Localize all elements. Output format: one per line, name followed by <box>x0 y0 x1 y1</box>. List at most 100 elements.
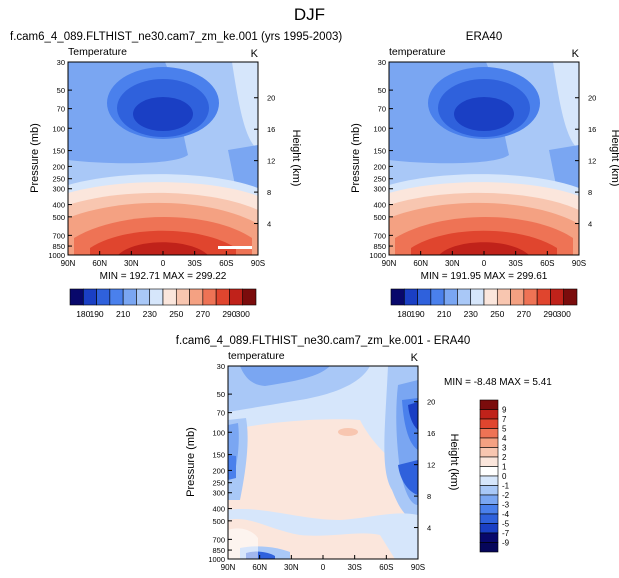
panel-diff-ylabel-right: Height (km) <box>448 434 460 491</box>
colorbar-label: 5 <box>502 425 507 434</box>
y-tick-label: 150 <box>52 147 65 156</box>
panel-diff-contours <box>228 366 418 559</box>
panel-obs-colorbar: 180 190 210 230 250 270 290 300 <box>390 288 578 319</box>
colorbar-swatch <box>82 288 97 306</box>
colorbar-swatch <box>443 288 458 306</box>
colorbar-label: 230 <box>464 309 478 319</box>
colorbar-swatch <box>479 399 499 410</box>
colorbar-swatch <box>496 288 511 306</box>
colorbar-swatch <box>479 504 499 515</box>
x-tick-label: 90S <box>572 259 586 268</box>
colorbar-label: -3 <box>502 501 510 510</box>
colorbar-swatch <box>69 288 84 306</box>
y-tick-label: 400 <box>52 201 65 210</box>
panel-model-title: f.cam6_4_089.FLTHIST_ne30.cam7_zm_ke.001… <box>10 31 342 43</box>
colorbar-label: 300 <box>236 309 250 319</box>
y-tick-label: 700 <box>373 231 386 240</box>
colorbar-label: 230 <box>143 309 157 319</box>
x-tick-label: 30S <box>348 563 362 572</box>
colorbar-label: 210 <box>116 309 130 319</box>
colorbar-swatch <box>390 288 405 306</box>
panel-model: f.cam6_4_089.FLTHIST_ne30.cam7_zm_ke.001… <box>10 31 342 319</box>
y-tick-label: 100 <box>212 428 225 437</box>
y2-tick-label: 4 <box>588 220 592 229</box>
x-tick-label: 90N <box>221 563 236 572</box>
y-tick-label: 200 <box>52 162 65 171</box>
y-tick-label: 250 <box>373 175 386 184</box>
panel-diff-stats: MIN = -8.48 MAX = 5.41 <box>444 377 552 388</box>
colorbar-label: 7 <box>502 415 507 424</box>
colorbar-swatch <box>136 288 151 306</box>
colorbar-label: 290 <box>543 309 557 319</box>
colorbar-swatch <box>523 288 538 306</box>
x-tick-label: 60N <box>92 259 107 268</box>
colorbar-swatch <box>162 288 177 306</box>
colorbar-swatch <box>109 288 124 306</box>
y-tick-label: 500 <box>52 213 65 222</box>
colorbar-label: 250 <box>169 309 183 319</box>
y-tick-label: 100 <box>373 124 386 133</box>
y2-tick-label: 12 <box>588 157 596 166</box>
colorbar-swatch <box>479 428 499 439</box>
panel-model-contours <box>68 62 258 255</box>
y2-tick-label: 4 <box>427 524 431 533</box>
panel-diff-field <box>228 366 418 559</box>
colorbar-label: -5 <box>502 520 510 529</box>
colorbar-swatch <box>479 456 499 467</box>
y-tick-label: 70 <box>57 105 65 114</box>
x-tick-label: 30S <box>188 259 202 268</box>
y2-tick-label: 8 <box>267 188 271 197</box>
panel-obs-subtitle: temperature <box>389 46 446 58</box>
x-tick-label: 60S <box>219 259 233 268</box>
x-tick-label: 30N <box>284 563 299 572</box>
y-tick-label: 500 <box>212 517 225 526</box>
x-tick-label: 0 <box>321 563 326 572</box>
colorbar-label: -9 <box>502 539 510 548</box>
colorbar-label: 180 <box>397 309 411 319</box>
page-title: DJF <box>294 5 325 24</box>
y-tick-label: 500 <box>373 213 386 222</box>
panel-model-field <box>68 62 258 255</box>
y-tick-label: 50 <box>378 86 386 95</box>
panel-diff-ylabel: Pressure (mb) <box>185 427 197 497</box>
colorbar-label: 190 <box>410 309 424 319</box>
x-tick-label: 60S <box>540 259 554 268</box>
y2-tick-label: 16 <box>588 125 596 134</box>
panel-model-stats: MIN = 192.71 MAX = 299.22 <box>100 271 227 282</box>
colorbar-swatch <box>550 288 565 306</box>
colorbar-swatch <box>479 523 499 534</box>
y2-tick-label: 16 <box>427 429 435 438</box>
colorbar-swatch <box>417 288 432 306</box>
colorbar-label: 190 <box>89 309 103 319</box>
y-tick-label: 50 <box>57 86 65 95</box>
panel-model-ylabel: Pressure (mb) <box>29 123 41 193</box>
y-tick-label: 300 <box>212 489 225 498</box>
colorbar-swatch <box>479 542 499 553</box>
colorbar-label: 270 <box>517 309 531 319</box>
x-tick-label: 30N <box>445 259 460 268</box>
panel-obs: ERA40 temperature K 90N 60N 30N 0 30 <box>350 31 619 319</box>
colorbar-swatch <box>563 288 578 306</box>
colorbar-swatch <box>403 288 418 306</box>
y2-tick-label: 8 <box>588 188 592 197</box>
colorbar-label: 250 <box>490 309 504 319</box>
panel-diff-units: K <box>411 352 419 364</box>
y-tick-label: 400 <box>212 505 225 514</box>
panel-obs-title: ERA40 <box>466 31 502 43</box>
colorbar-swatch <box>479 494 499 505</box>
y-tick-label: 70 <box>217 409 225 418</box>
colorbar-swatch <box>122 288 137 306</box>
colorbar-swatch <box>510 288 525 306</box>
y-tick-label: 850 <box>373 242 386 251</box>
colorbar-label: 9 <box>502 406 507 415</box>
panel-model-subtitle: Temperature <box>68 46 127 58</box>
panel-obs-contours <box>389 62 579 255</box>
colorbar-label: 290 <box>222 309 236 319</box>
panel-model-units: K <box>251 48 259 60</box>
x-tick-label: 30N <box>124 259 139 268</box>
y-tick-label: 850 <box>52 242 65 251</box>
panel-obs-units: K <box>572 48 580 60</box>
colorbar-swatch <box>96 288 111 306</box>
